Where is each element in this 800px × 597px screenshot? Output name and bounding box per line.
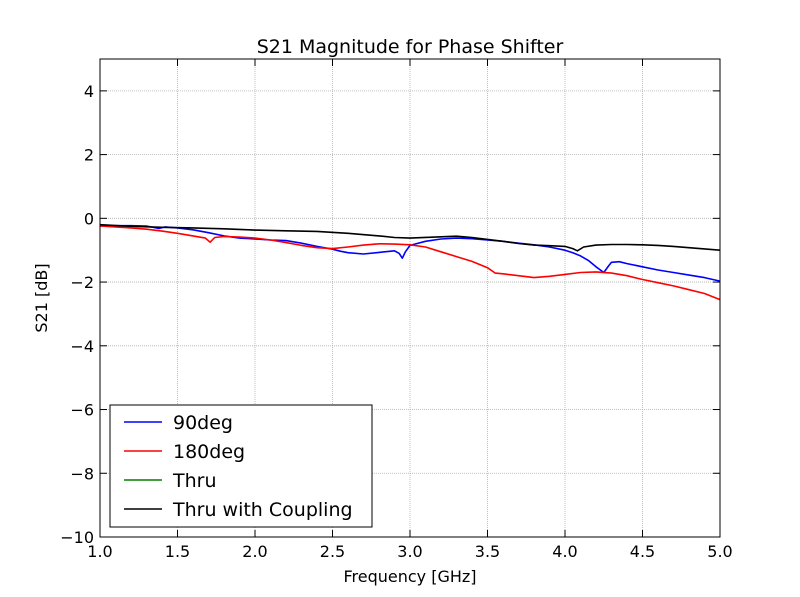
y-tick-label: −2 <box>70 273 94 292</box>
series-line-thru-with-coupling <box>99 223 721 252</box>
x-tick-label: 3.0 <box>397 542 422 561</box>
legend-label: Thru <box>172 470 217 492</box>
x-tick-label: 1.0 <box>87 542 112 561</box>
series-group <box>99 223 721 301</box>
y-tick-label: −10 <box>60 528 94 547</box>
x-tick-label: 3.5 <box>475 542 500 561</box>
legend-label: Thru with Coupling <box>172 499 353 521</box>
x-tick-label: 4.5 <box>630 542 655 561</box>
x-axis-label: Frequency [GHz] <box>343 567 476 586</box>
legend-box <box>109 404 373 528</box>
axis-ticks: 1.0 1.5 2.0 2.5 3.0 3.5 4.0 4.5 5.0 −10 −8 −6 −4 −2 0 2… <box>60 59 733 561</box>
series-line-180deg <box>99 225 721 301</box>
y-tick-label: −6 <box>70 401 94 420</box>
y-tick-label: −8 <box>70 464 94 483</box>
chart-title: S21 Magnitude for Phase Shifter <box>257 36 564 58</box>
legend: 90deg 180deg Thru Thru with Coupling <box>109 404 373 528</box>
y-tick-label: 2 <box>84 146 94 165</box>
y-tick-label: −4 <box>70 337 94 356</box>
legend-label: 180deg <box>173 441 245 463</box>
x-tick-label: 5.0 <box>707 542 732 561</box>
y-tick-label: 4 <box>84 82 94 101</box>
x-tick-label: 1.5 <box>165 542 190 561</box>
legend-label: 90deg <box>173 412 233 434</box>
y-tick-label: 0 <box>84 209 94 228</box>
x-tick-label: 2.0 <box>242 542 267 561</box>
x-tick-label: 4.0 <box>552 542 577 561</box>
x-tick-label: 2.5 <box>320 542 345 561</box>
y-axis-label: S21 [dB] <box>32 263 51 332</box>
